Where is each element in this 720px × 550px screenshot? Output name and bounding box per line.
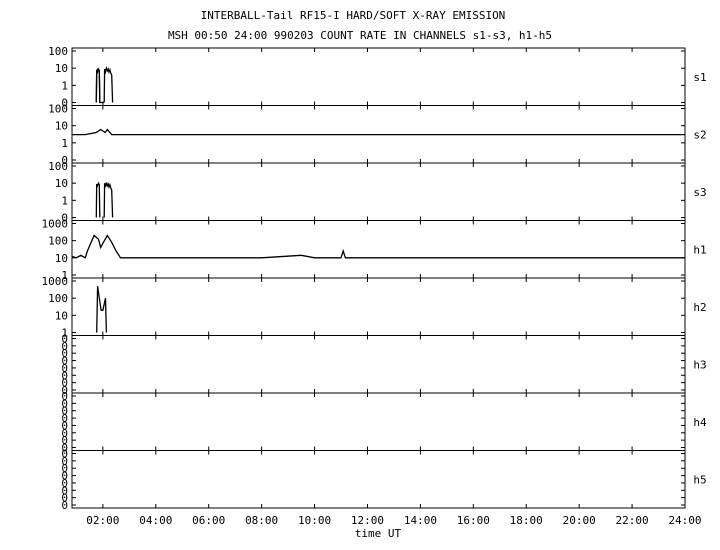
- x-tick-label: 06:00: [192, 514, 225, 527]
- panel-frame: [71, 47, 686, 106]
- panel-label: s2: [693, 128, 706, 141]
- x-tick-label: 16:00: [457, 514, 490, 527]
- chart-title: INTERBALL-Tail RF15-I HARD/SOFT X-RAY EM…: [201, 9, 506, 22]
- series-line-h1: [71, 234, 685, 259]
- y-tick-label: 100: [48, 160, 68, 173]
- x-axis: 02:00 04:00 06:00 08:00 10:00 12:00 14:00 16:00…: [86, 514, 701, 527]
- panel-frame: [71, 162, 686, 221]
- y-tick-label: 100: [48, 235, 68, 248]
- panel-label: h5: [693, 473, 706, 486]
- y-tick-label: 0: [61, 427, 68, 440]
- panel-frame: [71, 277, 686, 336]
- panel-label: h4: [693, 416, 707, 429]
- series-line-s3: [103, 182, 114, 218]
- y-tick-label: 0: [61, 470, 68, 483]
- y-tick-label: 10: [55, 120, 68, 133]
- x-tick-label: 02:00: [86, 514, 119, 527]
- x-tick-label: 20:00: [563, 514, 596, 527]
- panel-label: s1: [693, 71, 706, 84]
- y-tick-label: 10: [55, 62, 68, 75]
- y-tick-label: 100: [48, 292, 68, 305]
- y-tick-label: 0: [61, 419, 68, 432]
- x-axis-label: time UT: [355, 527, 402, 540]
- panel-label: h1: [693, 243, 706, 256]
- y-tick-label: 0: [61, 377, 68, 390]
- panel-h2: 1000 100 10 1 h2: [42, 275, 707, 340]
- panel-label: s3: [693, 186, 706, 199]
- y-tick-label: 0: [61, 397, 68, 410]
- x-tick-label: 22:00: [616, 514, 649, 527]
- x-tick-label: 12:00: [351, 514, 384, 527]
- y-tick-label: 0: [61, 154, 68, 167]
- y-tick-label: 100: [48, 103, 68, 116]
- y-tick-label: 0: [61, 355, 68, 368]
- panel-frame: [71, 220, 686, 279]
- y-tick-label: 10: [55, 252, 68, 265]
- x-tick-label: 10:00: [298, 514, 331, 527]
- y-tick-label: 10: [55, 177, 68, 190]
- y-tick-label: 10: [55, 309, 68, 322]
- y-tick-label: 0: [61, 462, 68, 475]
- y-tick-label: 0: [61, 455, 68, 468]
- y-tick-label: 1: [61, 194, 68, 207]
- panels-group: 1001010s11001010s21001010s31000100101h11…: [42, 45, 707, 512]
- y-tick-label: 100: [48, 45, 68, 58]
- y-tick-label: 1: [61, 269, 68, 282]
- y-tick-label: 0: [61, 434, 68, 447]
- y-tick-label: 0: [61, 405, 68, 418]
- panel-h1: 1000 100 10 1 h1: [42, 218, 707, 283]
- panel-label: h2: [693, 301, 706, 314]
- panel-label: h3: [693, 358, 706, 371]
- y-tick-label: 0: [61, 340, 68, 353]
- y-tick-label: 0: [61, 97, 68, 110]
- y-tick-label: 1: [61, 79, 68, 92]
- y-tick-label: 0: [61, 333, 68, 346]
- panel-frame: [71, 335, 686, 394]
- x-tick-label: 08:00: [245, 514, 278, 527]
- y-tick-label: 0: [61, 347, 68, 360]
- y-tick-label: 1: [61, 327, 68, 340]
- y-tick-label: 0: [61, 499, 68, 512]
- series-line-h2: [96, 286, 108, 333]
- panel-frame: [71, 392, 686, 451]
- y-tick-label: 0: [61, 442, 68, 455]
- y-tick-label: 0: [61, 448, 68, 461]
- y-tick-label: 0: [61, 390, 68, 403]
- y-tick-label: 0: [61, 384, 68, 397]
- x-tick-label: 18:00: [510, 514, 543, 527]
- series-line-s1: [95, 67, 101, 103]
- y-tick-label: 0: [61, 369, 68, 382]
- panel-frame: [71, 450, 686, 509]
- chart-subtitle: MSH 00:50 24:00 990203 COUNT RATE IN CHA…: [168, 29, 552, 42]
- y-tick-label: 0: [61, 484, 68, 497]
- y-tick-label: 1: [61, 137, 68, 150]
- x-tick-label: 04:00: [139, 514, 172, 527]
- y-tick-label: 1000: [42, 218, 69, 231]
- y-tick-label: 0: [61, 362, 68, 375]
- y-tick-label: 0: [61, 477, 68, 490]
- series-line-s1: [103, 65, 114, 103]
- x-tick-label: 14:00: [404, 514, 437, 527]
- series-line-s2: [72, 128, 685, 136]
- x-tick-label: 24:00: [668, 514, 701, 527]
- y-tick-label: 0: [61, 492, 68, 505]
- y-tick-label: 0: [61, 212, 68, 225]
- y-tick-label: 1000: [42, 275, 69, 288]
- y-tick-label: 0: [61, 412, 68, 425]
- series-line-s3: [95, 181, 101, 218]
